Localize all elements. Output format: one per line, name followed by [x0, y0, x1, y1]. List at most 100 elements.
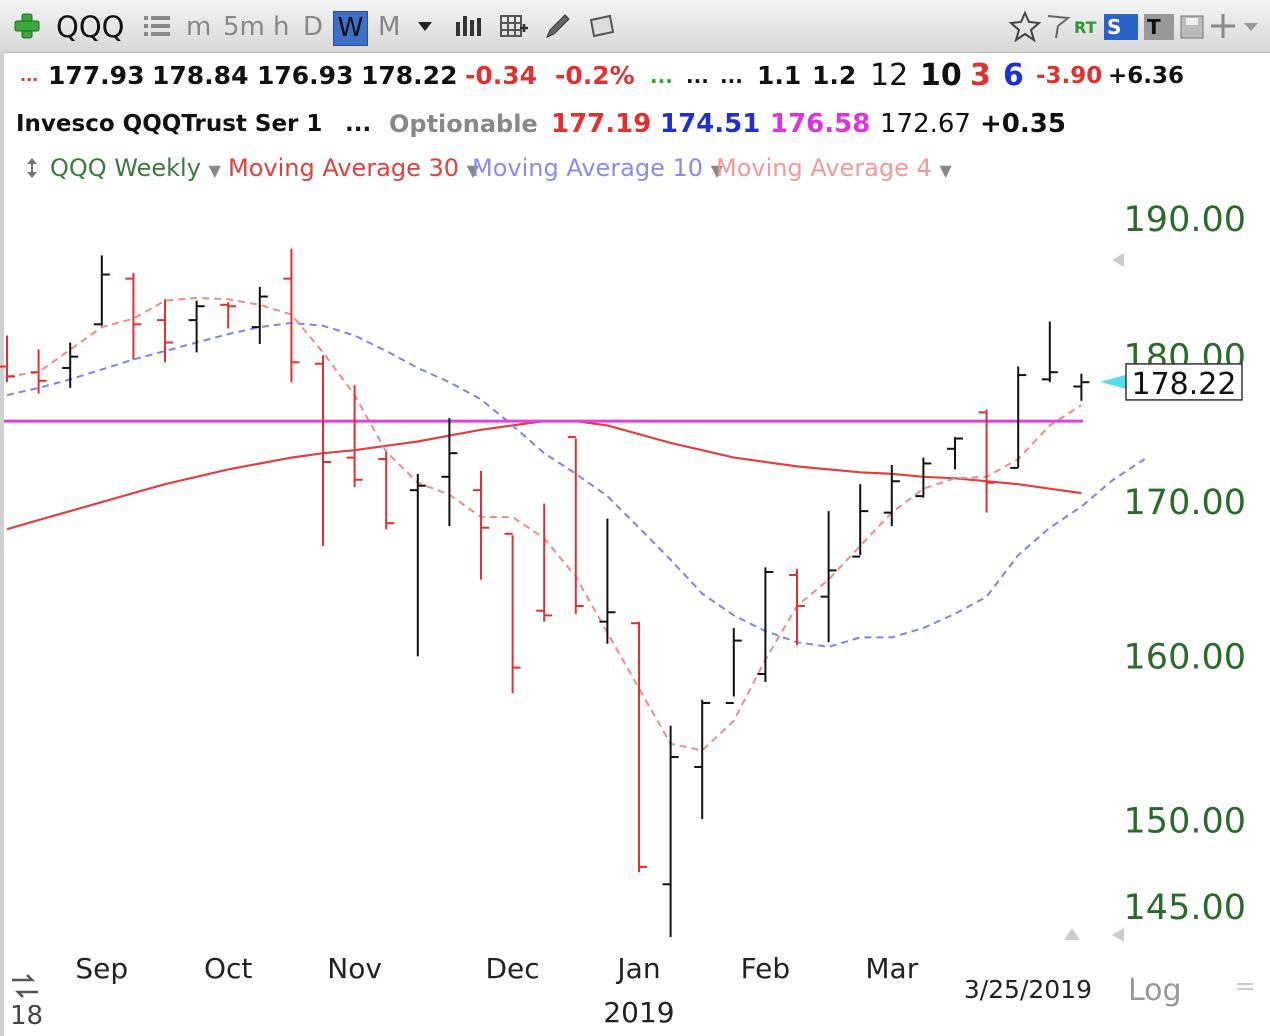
timeframe-5m[interactable]: 5m — [223, 12, 265, 42]
legend-ma30-label: Moving Average 30 — [228, 154, 460, 182]
y-axis: 190.00180.00170.00160.00150.00145.00178.… — [1100, 200, 1246, 928]
ohlc-bar — [1041, 321, 1058, 383]
move-cross-icon[interactable] — [1208, 10, 1238, 42]
ohlc-bar — [883, 464, 900, 527]
y-tick-label: 190.00 — [1124, 200, 1246, 240]
grid-add-icon[interactable] — [498, 10, 530, 42]
chevron-down-icon[interactable]: ▼ — [710, 161, 724, 180]
pencil-draw-icon[interactable] — [541, 10, 573, 42]
last-price-label: 178.22 — [1132, 367, 1237, 402]
last-price-box — [1125, 363, 1243, 401]
price-172-67: 172.67 — [880, 109, 971, 139]
ohlc-bar — [852, 484, 869, 558]
quote-line-1: ... 177.93 178.84 176.93 178.22 -0.34 -0… — [0, 52, 1270, 100]
ohlc-bar — [631, 621, 647, 873]
legend-ma10-label: Moving Average 10 — [472, 154, 704, 182]
legend-ma4-label: Moving Average 4 — [716, 154, 932, 182]
ohlc-bar — [157, 299, 173, 363]
t-menu-button[interactable]: T — [1144, 14, 1174, 40]
x-axis: Sep Oct Nov Dec Jan Feb Mar 2019 3/25/2019 — [75, 952, 1092, 1029]
chevron-down-icon[interactable]: ▼ — [939, 161, 952, 180]
timeframe-d[interactable]: D — [303, 12, 324, 42]
list-icon[interactable] — [140, 10, 174, 42]
dots-1: ... — [686, 64, 709, 88]
chevron-down-icon[interactable]: ▼ — [466, 161, 480, 180]
ohlc-bar — [251, 286, 268, 344]
timeframe-w-active[interactable]: W — [333, 11, 368, 46]
green-dots: ... — [650, 64, 673, 88]
ohlc-bar — [346, 385, 363, 488]
ohlc-bar — [915, 457, 932, 498]
ohlc-bar — [1010, 366, 1027, 469]
year-label: 2019 — [603, 996, 674, 1029]
ohlc-bar — [409, 473, 426, 657]
name-dots: ... — [345, 111, 372, 137]
chevron-down-icon[interactable]: ▼ — [208, 161, 221, 180]
scroll-left-icon — [1112, 928, 1124, 942]
value-10: 10 — [920, 58, 962, 93]
legend-series[interactable]: QQQ Weekly ▼ — [50, 148, 221, 191]
menu-icon — [1237, 983, 1253, 990]
log-scale-label[interactable]: Log — [1128, 973, 1182, 1008]
dots-2: ... — [720, 64, 743, 88]
scroll-up-icon — [1064, 928, 1080, 940]
star-icon[interactable] — [1008, 10, 1042, 42]
security-name: Invesco QQQTrust Ser 1 — [16, 111, 323, 137]
ohlc-bar — [220, 302, 237, 329]
ohlc-bar — [662, 725, 679, 938]
ohlc-bar — [599, 518, 616, 644]
change-value: -0.34 — [465, 61, 538, 90]
x-tick-label: Sep — [75, 952, 128, 985]
chevron-down-icon[interactable] — [1240, 10, 1262, 42]
legend-ma30[interactable]: Moving Average 30 ▼ — [228, 148, 479, 191]
chevron-down-icon[interactable] — [414, 10, 436, 42]
value-pos-6-36: +6.36 — [1108, 63, 1185, 89]
flag-icon[interactable] — [1044, 10, 1072, 42]
legend-series-label: QQQ Weekly — [50, 154, 201, 182]
timeframe-mo[interactable]: M — [378, 12, 401, 42]
ohlc-bar — [694, 699, 711, 820]
ohlc-bar — [820, 511, 837, 643]
ohlc-bar — [1073, 373, 1090, 401]
change-pos-0-35: +0.35 — [980, 109, 1066, 139]
x-tick-label: Dec — [486, 952, 540, 985]
y-tick-label: 170.00 — [1124, 483, 1246, 523]
ohlc-bar — [93, 255, 110, 326]
notes-icon[interactable] — [586, 10, 618, 42]
s-menu-button[interactable]: S — [1104, 14, 1138, 40]
symbol-field[interactable]: QQQ — [56, 10, 125, 44]
high-value: 178.84 — [152, 61, 249, 90]
toolbar: QQQ m 5m h D W M — [0, 0, 1270, 53]
lead-dots: ... — [20, 66, 39, 85]
ohlc-bar — [315, 355, 331, 546]
x-tick-label: Nov — [327, 952, 382, 985]
ohlc-bar — [283, 248, 300, 383]
realtime-label[interactable]: RT — [1074, 18, 1097, 37]
ohlc-bar — [789, 568, 805, 646]
price-177-19: 177.19 — [551, 109, 652, 139]
ohlc-bar — [125, 273, 142, 360]
refresh-icon — [12, 974, 38, 998]
x-tick-label: Oct — [204, 952, 252, 985]
updown-arrows-icon[interactable] — [24, 156, 40, 180]
price-chart[interactable]: 190.00180.00170.00160.00150.00145.00178.… — [0, 188, 1270, 1036]
add-plus-icon[interactable] — [12, 10, 42, 42]
value-12: 12 — [870, 58, 909, 93]
price-176-58: 176.58 — [770, 109, 871, 139]
timeframe-h[interactable]: h — [273, 12, 290, 42]
value-3: 3 — [970, 58, 991, 93]
legend-ma10[interactable]: Moving Average 10 ▼ — [472, 148, 723, 191]
save-icon[interactable] — [1178, 10, 1206, 42]
ohlc-bar — [536, 503, 553, 622]
ohlc-bar — [757, 567, 774, 683]
ohlc-bar — [441, 418, 458, 527]
optionable-label: Optionable — [389, 110, 538, 138]
legend-ma4[interactable]: Moving Average 4 ▼ — [716, 148, 952, 191]
timeframe-m[interactable]: m — [186, 12, 212, 42]
close-value: 178.22 — [361, 61, 458, 90]
ohlc-bar — [567, 436, 584, 614]
value-1-2: 1.2 — [812, 61, 857, 90]
ohlc-bar — [0, 335, 15, 383]
bar-style-icon[interactable] — [452, 10, 484, 42]
chart-legend: QQQ Weekly ▼ Moving Average 30 ▼ Moving … — [0, 148, 1270, 188]
